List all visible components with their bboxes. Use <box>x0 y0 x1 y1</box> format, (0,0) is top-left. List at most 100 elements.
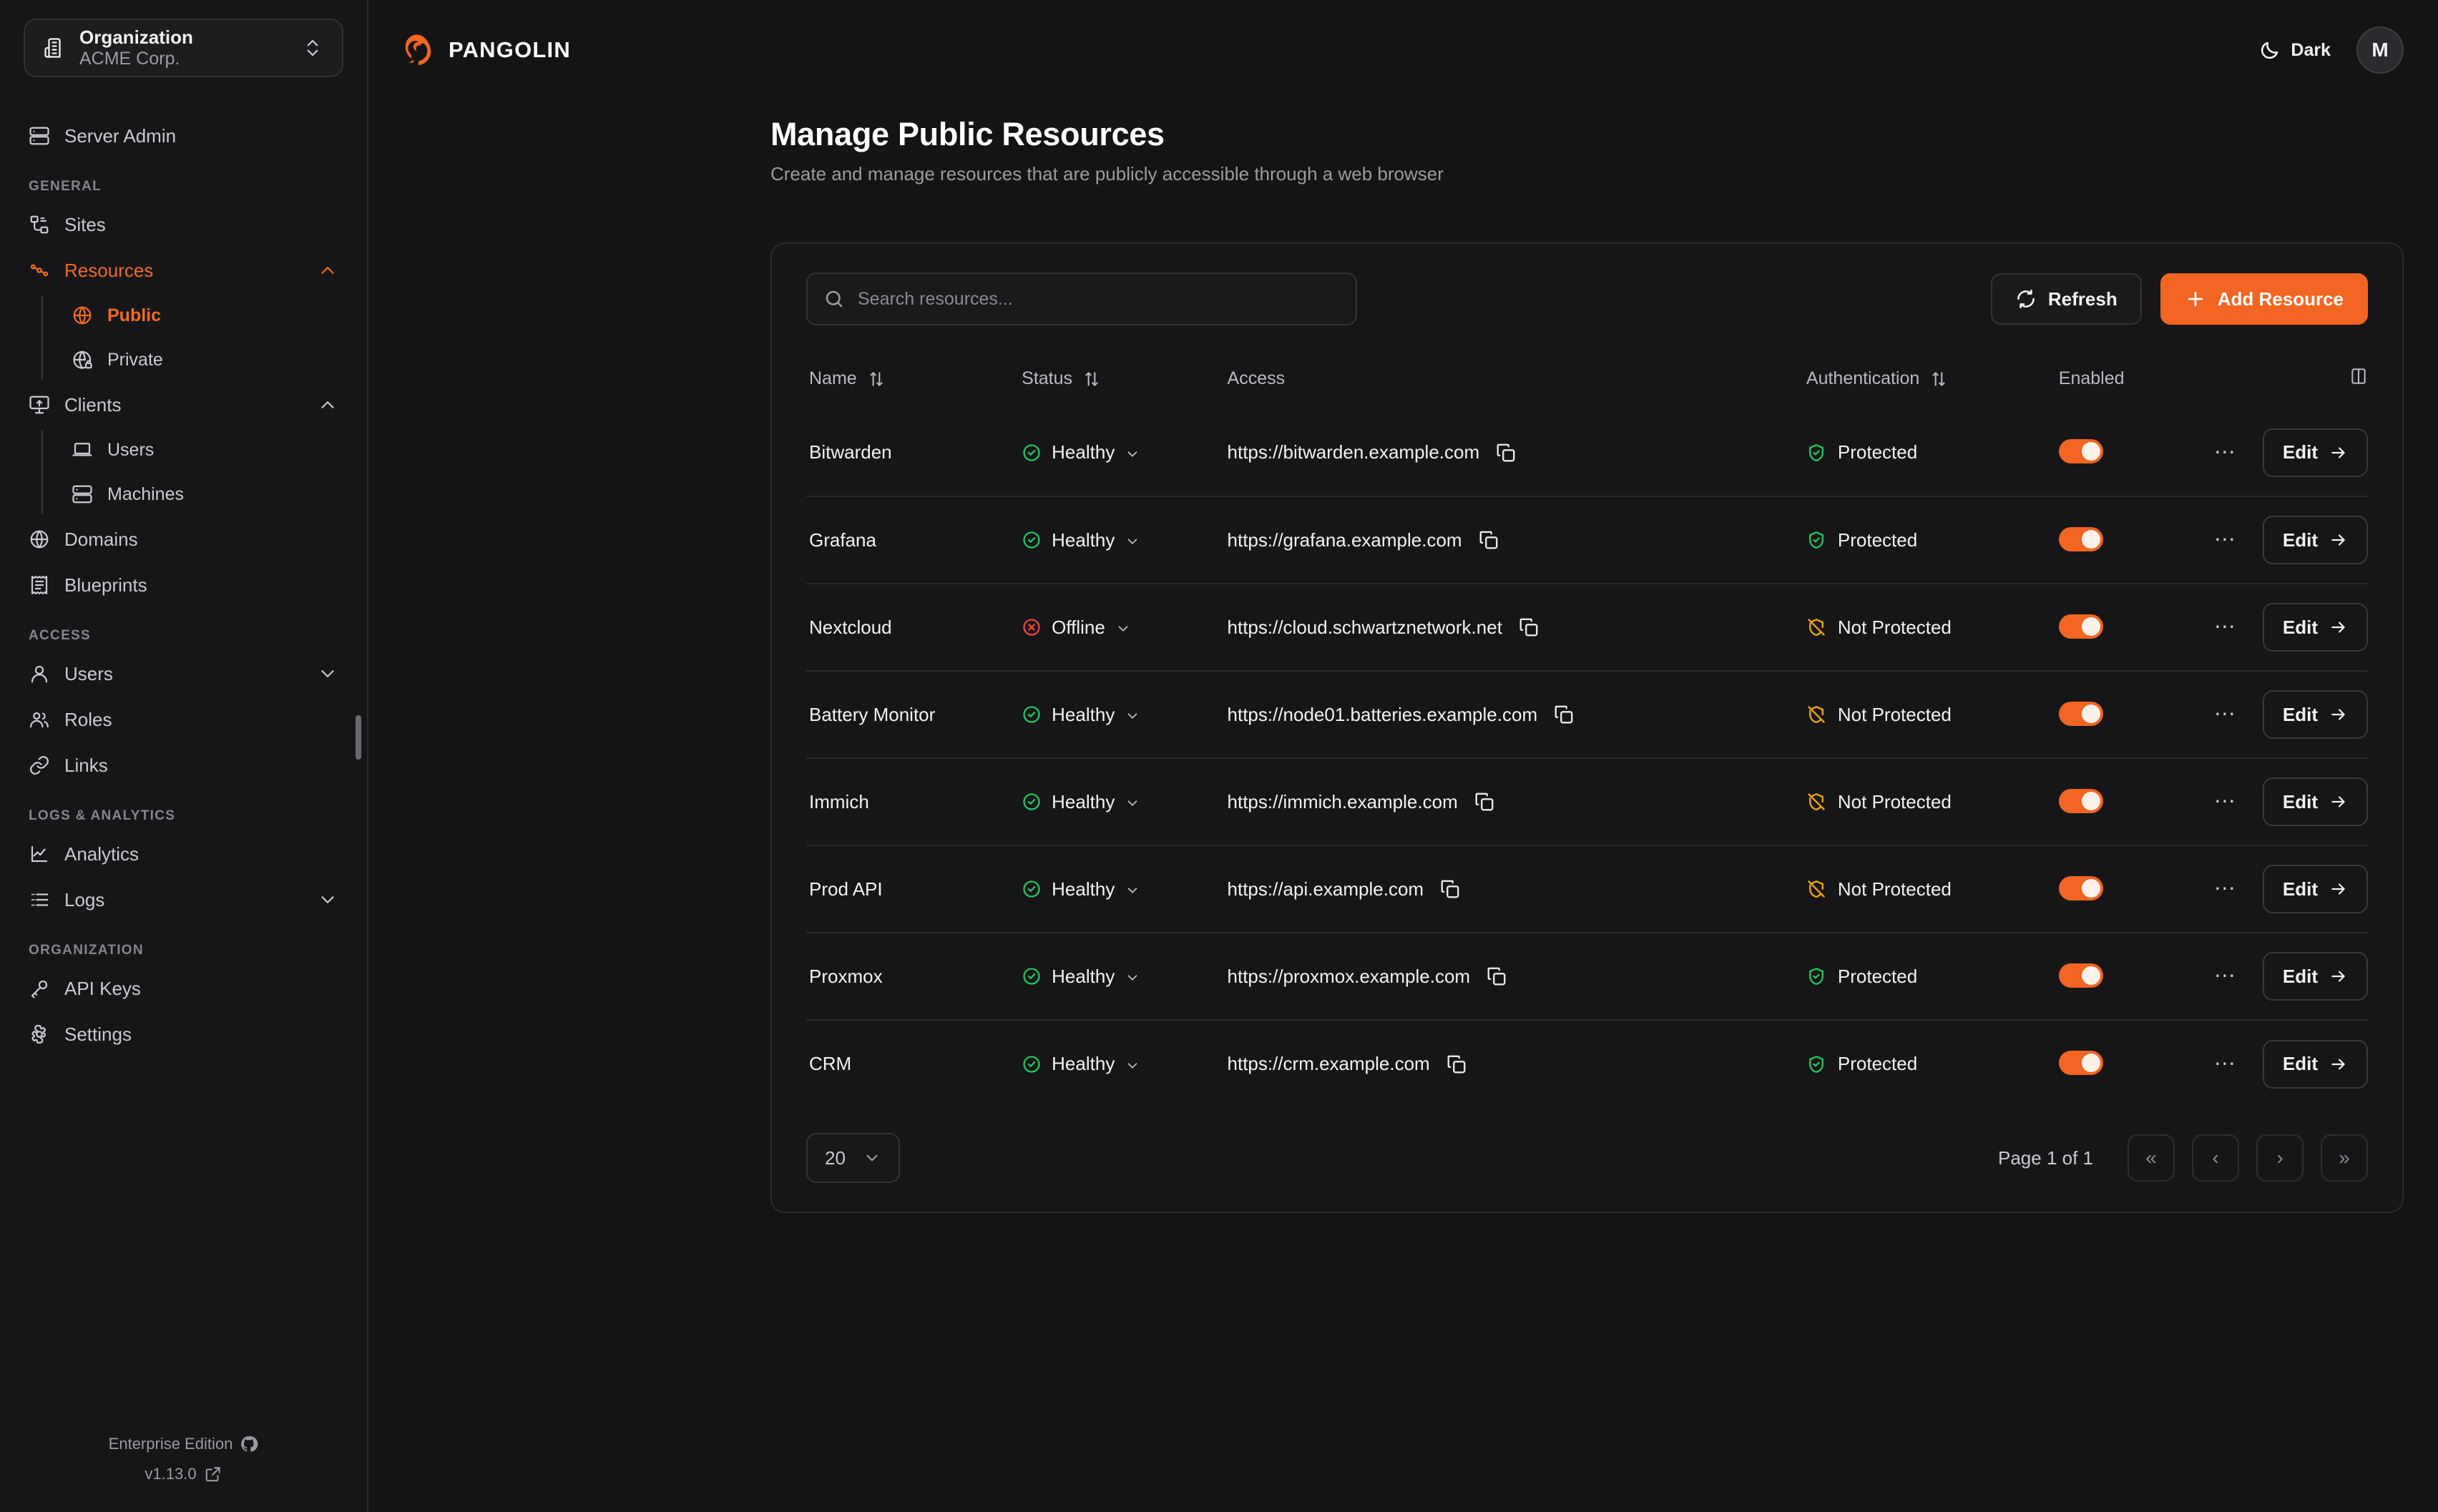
sort-status[interactable]: Status <box>1022 368 1101 389</box>
edit-button[interactable]: Edit <box>2262 690 2368 739</box>
row-menu-button[interactable]: ⋯ <box>2213 964 2237 988</box>
table-row[interactable]: Immich Healthy https://immich.example.co… <box>806 757 2368 845</box>
table-row[interactable]: CRM Healthy https://crm.example.com Prot… <box>806 1019 2368 1107</box>
cell-actions: ⋯ Edit <box>2208 583 2368 671</box>
sidebar-scrollbar[interactable] <box>356 715 361 760</box>
chevron-down-icon <box>1125 794 1140 810</box>
sidebar-item-users[interactable]: Users <box>20 651 347 697</box>
edition-link[interactable]: Enterprise Edition <box>109 1435 259 1453</box>
status-badge[interactable]: Healthy <box>1022 791 1227 813</box>
sidebar-item-server-admin[interactable]: Server Admin <box>20 113 347 159</box>
row-menu-button[interactable]: ⋯ <box>2213 615 2237 639</box>
copy-icon[interactable] <box>1495 442 1517 463</box>
sidebar-item-private[interactable]: Private <box>63 338 347 382</box>
status-badge[interactable]: Offline <box>1022 617 1227 639</box>
chevron-down-icon[interactable] <box>317 663 338 684</box>
copy-icon[interactable] <box>1553 704 1575 725</box>
copy-icon[interactable] <box>1446 1054 1467 1075</box>
resource-url: https://immich.example.com <box>1227 790 1458 813</box>
enabled-toggle[interactable] <box>2058 1051 2103 1075</box>
sidebar-item-analytics[interactable]: Analytics <box>20 831 347 877</box>
sidebar-item-public[interactable]: Public <box>63 293 347 338</box>
sidebar-item-clients[interactable]: Clients <box>20 382 347 428</box>
row-menu-button[interactable]: ⋯ <box>2213 877 2237 900</box>
status-badge[interactable]: Healthy <box>1022 529 1227 551</box>
row-menu-button[interactable]: ⋯ <box>2213 1051 2237 1076</box>
pangolin-logo[interactable]: PANGOLIN <box>398 31 571 69</box>
copy-icon[interactable] <box>1439 878 1461 900</box>
edit-button[interactable]: Edit <box>2262 777 2368 826</box>
search-input[interactable] <box>806 273 1357 325</box>
edit-button[interactable]: Edit <box>2262 865 2368 913</box>
page-subtitle: Create and manage resources that are pub… <box>770 163 1444 185</box>
resource-name: Bitwarden <box>809 441 892 463</box>
row-menu-button[interactable]: ⋯ <box>2213 702 2237 726</box>
sidebar-item-client-users[interactable]: Users <box>63 428 347 472</box>
copy-icon[interactable] <box>1486 966 1507 987</box>
sort-authentication[interactable]: Authentication <box>1806 368 1948 389</box>
cell-authentication: Not Protected <box>1806 670 2059 758</box>
org-switcher[interactable]: Organization ACME Corp. <box>24 19 343 77</box>
enabled-toggle[interactable] <box>2058 963 2103 988</box>
edit-button[interactable]: Edit <box>2262 516 2368 564</box>
edit-button[interactable]: Edit <box>2262 603 2368 652</box>
enabled-toggle[interactable] <box>2058 788 2103 813</box>
sidebar-item-domains[interactable]: Domains <box>20 516 347 562</box>
sidebar-item-settings[interactable]: Settings <box>20 1011 347 1057</box>
cell-status: Healthy <box>1022 845 1228 933</box>
last-page-button[interactable]: » <box>2321 1134 2368 1182</box>
status-badge[interactable]: Healthy <box>1022 1053 1227 1075</box>
table-row[interactable]: Proxmox Healthy https://proxmox.example.… <box>806 932 2368 1020</box>
copy-icon[interactable] <box>1518 617 1539 638</box>
sidebar-item-sites[interactable]: Sites <box>20 202 347 247</box>
edit-button[interactable]: Edit <box>2262 428 2368 477</box>
add-resource-button[interactable]: Add Resource <box>2160 273 2368 325</box>
cell-status: Healthy <box>1022 1019 1228 1107</box>
sidebar-item-api-keys[interactable]: API Keys <box>20 966 347 1011</box>
status-badge[interactable]: Healthy <box>1022 878 1227 900</box>
sidebar-item-roles[interactable]: Roles <box>20 697 347 742</box>
sort-name[interactable]: Name <box>809 368 886 389</box>
row-menu-button[interactable]: ⋯ <box>2213 790 2237 813</box>
sidebar-item-resources[interactable]: Resources <box>20 247 347 293</box>
chevron-up-icon[interactable] <box>317 394 338 416</box>
status-badge[interactable]: Healthy <box>1022 966 1227 988</box>
enabled-toggle[interactable] <box>2058 439 2103 463</box>
chevron-up-icon[interactable] <box>317 260 338 281</box>
table-row[interactable]: Prod API Healthy https://api.example.com… <box>806 845 2368 933</box>
row-menu-button[interactable]: ⋯ <box>2213 528 2237 551</box>
copy-icon[interactable] <box>1478 529 1499 551</box>
enabled-toggle[interactable] <box>2058 875 2103 900</box>
copy-icon[interactable] <box>1474 791 1495 813</box>
sidebar-item-links[interactable]: Links <box>20 742 347 788</box>
sidebar-item-blueprints[interactable]: Blueprints <box>20 562 347 608</box>
enabled-toggle[interactable] <box>2058 614 2103 639</box>
edit-button[interactable]: Edit <box>2262 1039 2368 1089</box>
table-row[interactable]: Nextcloud Offline https://cloud.schwartz… <box>806 583 2368 671</box>
avatar[interactable]: M <box>2356 26 2404 74</box>
status-badge[interactable]: Healthy <box>1022 441 1227 463</box>
server-icon <box>29 125 50 147</box>
version-link[interactable]: v1.13.0 <box>145 1465 222 1483</box>
next-page-button[interactable]: › <box>2256 1134 2304 1182</box>
columns-toggle-icon[interactable] <box>2349 367 2368 386</box>
status-badge[interactable]: Healthy <box>1022 704 1227 726</box>
refresh-button[interactable]: Refresh <box>1990 273 2142 325</box>
sidebar-item-machines[interactable]: Machines <box>63 472 347 516</box>
table-row[interactable]: Battery Monitor Healthy https://node01.b… <box>806 670 2368 758</box>
enabled-toggle[interactable] <box>2058 526 2103 551</box>
page-size-select[interactable]: 20 <box>806 1133 900 1183</box>
table-row[interactable]: Bitwarden Healthy https://bitwarden.exam… <box>806 409 2368 496</box>
add-resource-label: Add Resource <box>2217 288 2344 310</box>
sidebar-item-logs[interactable]: Logs <box>20 877 347 923</box>
enabled-toggle[interactable] <box>2058 701 2103 726</box>
auth-label: Not Protected <box>1837 616 1952 638</box>
first-page-button[interactable]: « <box>2128 1134 2175 1182</box>
table-row[interactable]: Grafana Healthy https://grafana.example.… <box>806 496 2368 584</box>
status-label: Healthy <box>1052 878 1115 900</box>
chevron-down-icon[interactable] <box>317 889 338 910</box>
theme-toggle[interactable]: Dark <box>2259 39 2331 61</box>
edit-button[interactable]: Edit <box>2262 952 2368 1001</box>
row-menu-button[interactable]: ⋯ <box>2213 440 2237 464</box>
prev-page-button[interactable]: ‹ <box>2192 1134 2239 1182</box>
